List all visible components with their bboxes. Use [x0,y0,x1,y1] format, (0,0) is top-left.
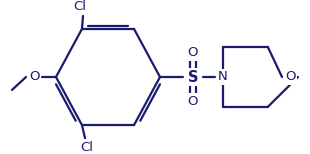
Text: O: O [188,95,198,108]
Text: Cl: Cl [81,141,94,154]
Text: N: N [218,71,228,83]
Text: O: O [29,71,39,83]
Text: O: O [188,46,198,59]
Text: O: O [285,71,295,83]
Text: Cl: Cl [73,0,86,13]
Text: S: S [188,69,198,85]
